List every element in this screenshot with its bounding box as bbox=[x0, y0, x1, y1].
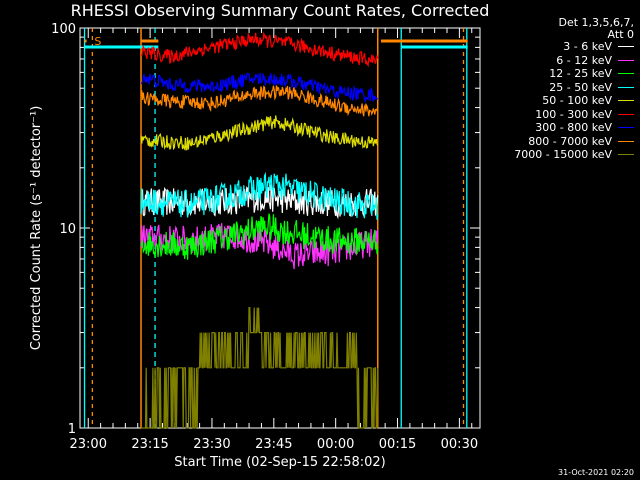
legend: 3 - 6 keV 6 - 12 keV 12 - 25 keV 25 - 50 ke… bbox=[474, 40, 634, 162]
series-line-300-800-kev bbox=[140, 72, 379, 104]
legend-swatch bbox=[618, 113, 634, 115]
y-tick-label: 1 bbox=[68, 422, 76, 437]
legend-swatch bbox=[618, 127, 634, 129]
legend-label: 6 - 12 keV bbox=[556, 53, 612, 67]
legend-label: 300 - 800 keV bbox=[535, 121, 612, 135]
legend-label: 800 - 7000 keV bbox=[528, 134, 612, 148]
y-axis-label: Corrected Count Rate (s⁻¹ detector⁻¹) bbox=[29, 106, 44, 351]
x-tick-label: 23:45 bbox=[255, 437, 292, 452]
x-tick-label: 00:00 bbox=[317, 437, 354, 452]
legend-item: 50 - 100 keV bbox=[474, 94, 634, 108]
legend-swatch bbox=[618, 86, 634, 88]
x-tick-label: 00:15 bbox=[379, 437, 416, 452]
chart-title: RHESSI Observing Summary Count Rates, Co… bbox=[70, 1, 490, 20]
legend-swatch bbox=[618, 73, 634, 75]
legend-label: 50 - 100 keV bbox=[542, 94, 612, 108]
x-tick-label: 23:15 bbox=[131, 437, 168, 452]
series-line-800-7000-kev bbox=[140, 85, 379, 117]
series-line-25-50-kev bbox=[140, 171, 379, 220]
legend-item: 3 - 6 keV bbox=[474, 40, 634, 54]
series-line-7000-15000-kev bbox=[141, 307, 379, 429]
series-line-100-300-kev bbox=[140, 31, 379, 68]
y-tick-label: 100 bbox=[51, 22, 76, 37]
legend-swatch bbox=[618, 46, 634, 48]
legend-item: 12 - 25 keV bbox=[474, 67, 634, 81]
legend-label: 100 - 300 keV bbox=[535, 107, 612, 121]
legend-header-line-2: Att 0 bbox=[607, 28, 634, 41]
legend-item: 7000 - 15000 keV bbox=[474, 148, 634, 162]
x-tick-label: 23:00 bbox=[70, 437, 107, 452]
legend-label: 7000 - 15000 keV bbox=[514, 148, 612, 162]
legend-swatch bbox=[618, 154, 634, 156]
legend-item: 800 - 7000 keV bbox=[474, 135, 634, 149]
legend-item: 100 - 300 keV bbox=[474, 108, 634, 122]
legend-label: 12 - 25 keV bbox=[549, 67, 612, 81]
legend-swatch bbox=[618, 140, 634, 142]
legend-header-line-1: Det 1,3,5,6,7, bbox=[558, 16, 634, 29]
legend-swatch bbox=[618, 100, 634, 102]
legend-item: 6 - 12 keV bbox=[474, 54, 634, 68]
legend-swatch bbox=[618, 59, 634, 61]
timestamp: 31-Oct-2021 02:20 bbox=[558, 468, 634, 477]
series-line-50-100-kev bbox=[140, 115, 379, 152]
x-tick-label: 23:30 bbox=[193, 437, 230, 452]
legend-label: 25 - 50 keV bbox=[549, 80, 612, 94]
series-line-12-25-kev bbox=[140, 213, 379, 260]
legend-item: 300 - 800 keV bbox=[474, 121, 634, 135]
y-tick-label: 10 bbox=[59, 222, 76, 237]
x-axis-label: Start Time (02-Sep-15 22:58:02) bbox=[174, 455, 385, 470]
legend-item: 25 - 50 keV bbox=[474, 81, 634, 95]
annotation-label: S bbox=[94, 35, 101, 48]
x-tick-label: 00:30 bbox=[441, 437, 478, 452]
legend-label: 3 - 6 keV bbox=[563, 40, 612, 54]
